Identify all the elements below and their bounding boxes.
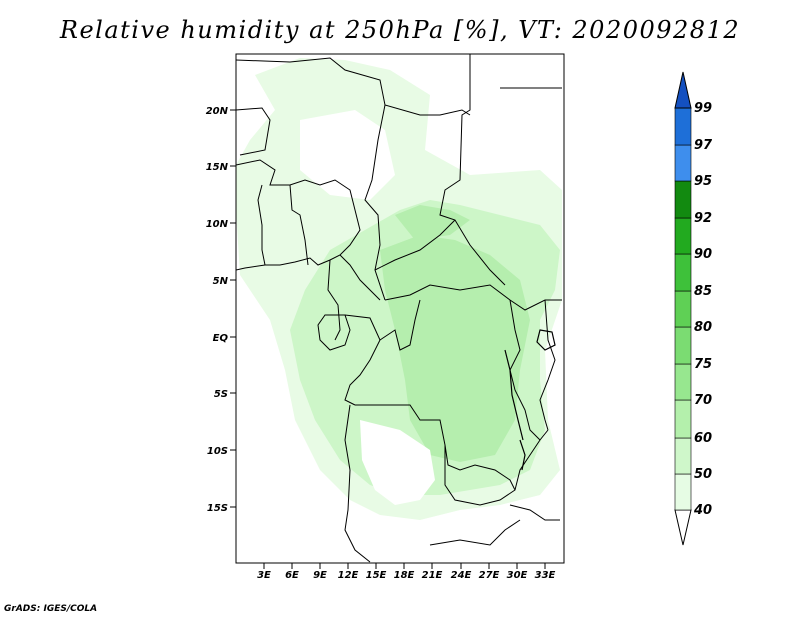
colorbar-label: 70 bbox=[694, 393, 712, 408]
rh-white-gap-north bbox=[300, 110, 395, 200]
colorbar-segment-40-50 bbox=[674, 473, 692, 511]
lon-tick-label: 30E bbox=[507, 570, 528, 581]
lon-tick: 27E bbox=[479, 563, 500, 581]
lon-tick-label: 9E bbox=[313, 570, 327, 581]
lon-axis: 3E 6E 9E 12E 15E 18E 21E 24E 27E 30E 33E bbox=[257, 563, 556, 581]
lon-tick-label: 27E bbox=[479, 570, 500, 581]
chart-title: Relative humidity at 250hPa [%], VT: 202… bbox=[59, 16, 741, 44]
colorbar-segment-97-99 bbox=[674, 107, 692, 146]
colorbar-label: 75 bbox=[694, 357, 712, 372]
lon-tick: 30E bbox=[507, 563, 528, 581]
lon-tick-label: 24E bbox=[451, 570, 472, 581]
colorbar-segment-95-97 bbox=[674, 144, 692, 182]
lat-axis: 20N 15N 10N 5N EQ 5S 10S 15S bbox=[206, 106, 236, 514]
map-frame bbox=[235, 53, 565, 564]
lat-tick: 5N bbox=[213, 276, 236, 287]
lat-tick-label: 20N bbox=[206, 106, 229, 117]
lat-tick: 5S bbox=[214, 389, 236, 400]
lat-tick-label: 10S bbox=[207, 446, 228, 457]
lat-tick-label: 5N bbox=[213, 276, 229, 287]
colorbar-label: 95 bbox=[694, 174, 712, 189]
humidity-field bbox=[236, 58, 562, 520]
lat-tick: 10S bbox=[207, 446, 236, 457]
colorbar-segment-70-75 bbox=[674, 363, 692, 401]
lon-tick: 9E bbox=[313, 563, 327, 581]
lat-tick: 15N bbox=[206, 162, 236, 173]
colorbar-label: 50 bbox=[694, 467, 712, 482]
credit-text: GrADS: IGES/COLA bbox=[4, 604, 98, 614]
lon-tick: 12E bbox=[338, 563, 359, 581]
colorbar-label: 60 bbox=[694, 431, 712, 446]
colorbar-top-arrow bbox=[674, 71, 692, 109]
lon-tick-label: 33E bbox=[535, 570, 556, 581]
colorbar-label: 92 bbox=[694, 211, 712, 226]
lat-tick-label: 15S bbox=[207, 503, 228, 514]
colorbar-segment-60-70 bbox=[674, 399, 692, 439]
colorbar-segment-80-85 bbox=[674, 290, 692, 328]
lon-tick-label: 12E bbox=[338, 570, 359, 581]
lon-tick-label: 15E bbox=[366, 570, 387, 581]
lon-tick-label: 21E bbox=[422, 570, 443, 581]
lon-tick-label: 3E bbox=[257, 570, 271, 581]
lat-tick-label: 15N bbox=[206, 162, 229, 173]
lon-tick: 21E bbox=[422, 563, 443, 581]
colorbar: 40 50 60 70 75 80 85 90 92 95 97 99 bbox=[674, 71, 713, 546]
lat-tick: 15S bbox=[207, 503, 236, 514]
lon-tick-label: 6E bbox=[285, 570, 299, 581]
lon-tick-label: 18E bbox=[394, 570, 415, 581]
lat-tick: EQ bbox=[213, 333, 236, 344]
colorbar-label: 99 bbox=[694, 101, 712, 116]
colorbar-label: 85 bbox=[694, 284, 712, 299]
colorbar-label: 80 bbox=[694, 320, 712, 335]
colorbar-bottom-arrow bbox=[674, 509, 692, 546]
colorbar-segment-50-60 bbox=[674, 437, 692, 475]
lat-tick-label: 5S bbox=[214, 389, 228, 400]
rh-60-70-north bbox=[395, 205, 470, 240]
lat-tick: 20N bbox=[206, 106, 236, 117]
lakes bbox=[504, 329, 556, 471]
country-borders bbox=[236, 54, 562, 563]
lat-tick-label: EQ bbox=[213, 333, 229, 344]
lon-tick: 15E bbox=[366, 563, 387, 581]
lon-tick: 18E bbox=[394, 563, 415, 581]
lon-tick: 3E bbox=[257, 563, 271, 581]
lon-tick: 33E bbox=[535, 563, 556, 581]
lon-tick: 6E bbox=[285, 563, 299, 581]
colorbar-segment-85-90 bbox=[674, 253, 692, 292]
colorbar-label: 40 bbox=[693, 503, 712, 518]
colorbar-label: 90 bbox=[694, 247, 712, 262]
colorbar-segment-92-95 bbox=[674, 180, 692, 219]
colorbar-segment-90-92 bbox=[674, 217, 692, 255]
lat-tick-label: 10N bbox=[206, 219, 229, 230]
colorbar-label: 97 bbox=[694, 138, 713, 153]
lat-tick: 10N bbox=[206, 219, 236, 230]
colorbar-segment-75-80 bbox=[674, 326, 692, 365]
rh-white-gap-south bbox=[360, 420, 435, 505]
lon-tick: 24E bbox=[451, 563, 472, 581]
